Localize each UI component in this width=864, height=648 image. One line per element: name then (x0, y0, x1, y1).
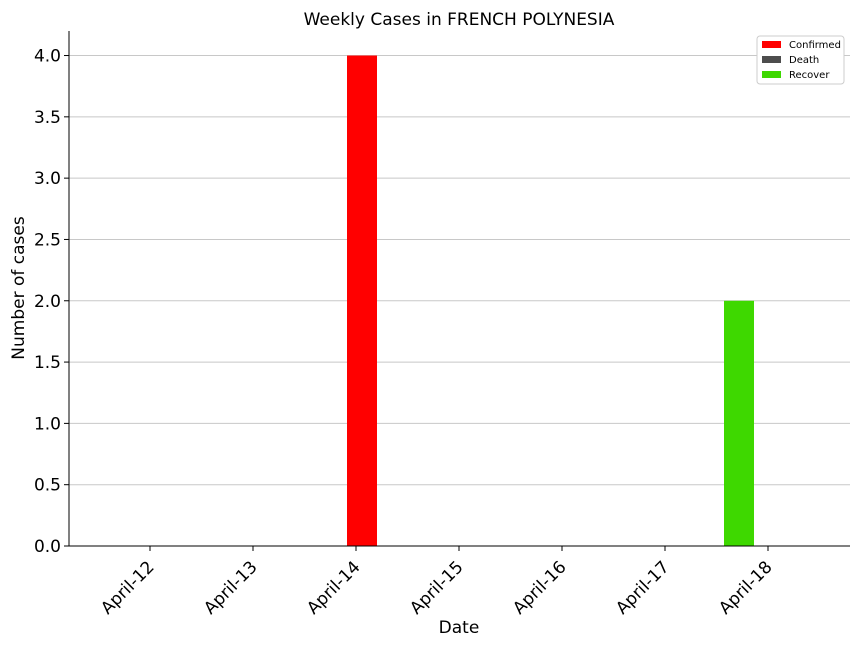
grid-lines (69, 55, 850, 486)
y-tick-label: 1.0 (34, 414, 61, 434)
legend-swatch-death (762, 56, 781, 63)
bar-recover-april-18 (724, 300, 754, 546)
bar-confirmed-april-14 (347, 55, 377, 547)
x-ticks: April-12 April-13 April-14 April-15 April-16… (97, 546, 777, 619)
x-tick-label: April-14 (303, 557, 364, 618)
y-tick-label: 3.5 (34, 108, 61, 128)
legend-label-death: Death (789, 55, 819, 66)
x-tick-label: April-17 (612, 557, 673, 618)
x-tick-label: April-13 (200, 557, 261, 618)
x-axis-label: Date (439, 618, 480, 638)
x-tick-label: April-16 (509, 557, 570, 618)
y-tick-label: 2.0 (34, 292, 61, 312)
legend: Confirmed Death Recover (756, 35, 845, 85)
y-tick-label: 4.0 (34, 47, 61, 67)
y-tick-label: 0.5 (34, 476, 61, 496)
y-tick-label: 2.5 (34, 230, 61, 250)
chart-title: Weekly Cases in FRENCH POLYNESIA (304, 10, 615, 30)
x-tick-label: April-18 (715, 557, 776, 618)
y-ticks: 0.0 0.5 1.0 1.5 2.0 2.5 3.0 3.5 4.0 (34, 47, 69, 557)
x-tick-label: April-15 (406, 557, 467, 618)
legend-swatch-confirmed (762, 41, 781, 48)
legend-label-confirmed: Confirmed (789, 40, 841, 51)
y-axis-label: Number of cases (9, 216, 29, 360)
x-tick-label: April-12 (97, 557, 158, 618)
legend-label-recover: Recover (789, 70, 830, 81)
y-tick-label: 0.0 (34, 537, 61, 557)
bars (347, 55, 754, 547)
y-tick-label: 3.0 (34, 169, 61, 189)
legend-swatch-recover (762, 71, 781, 78)
y-tick-label: 1.5 (34, 353, 61, 373)
